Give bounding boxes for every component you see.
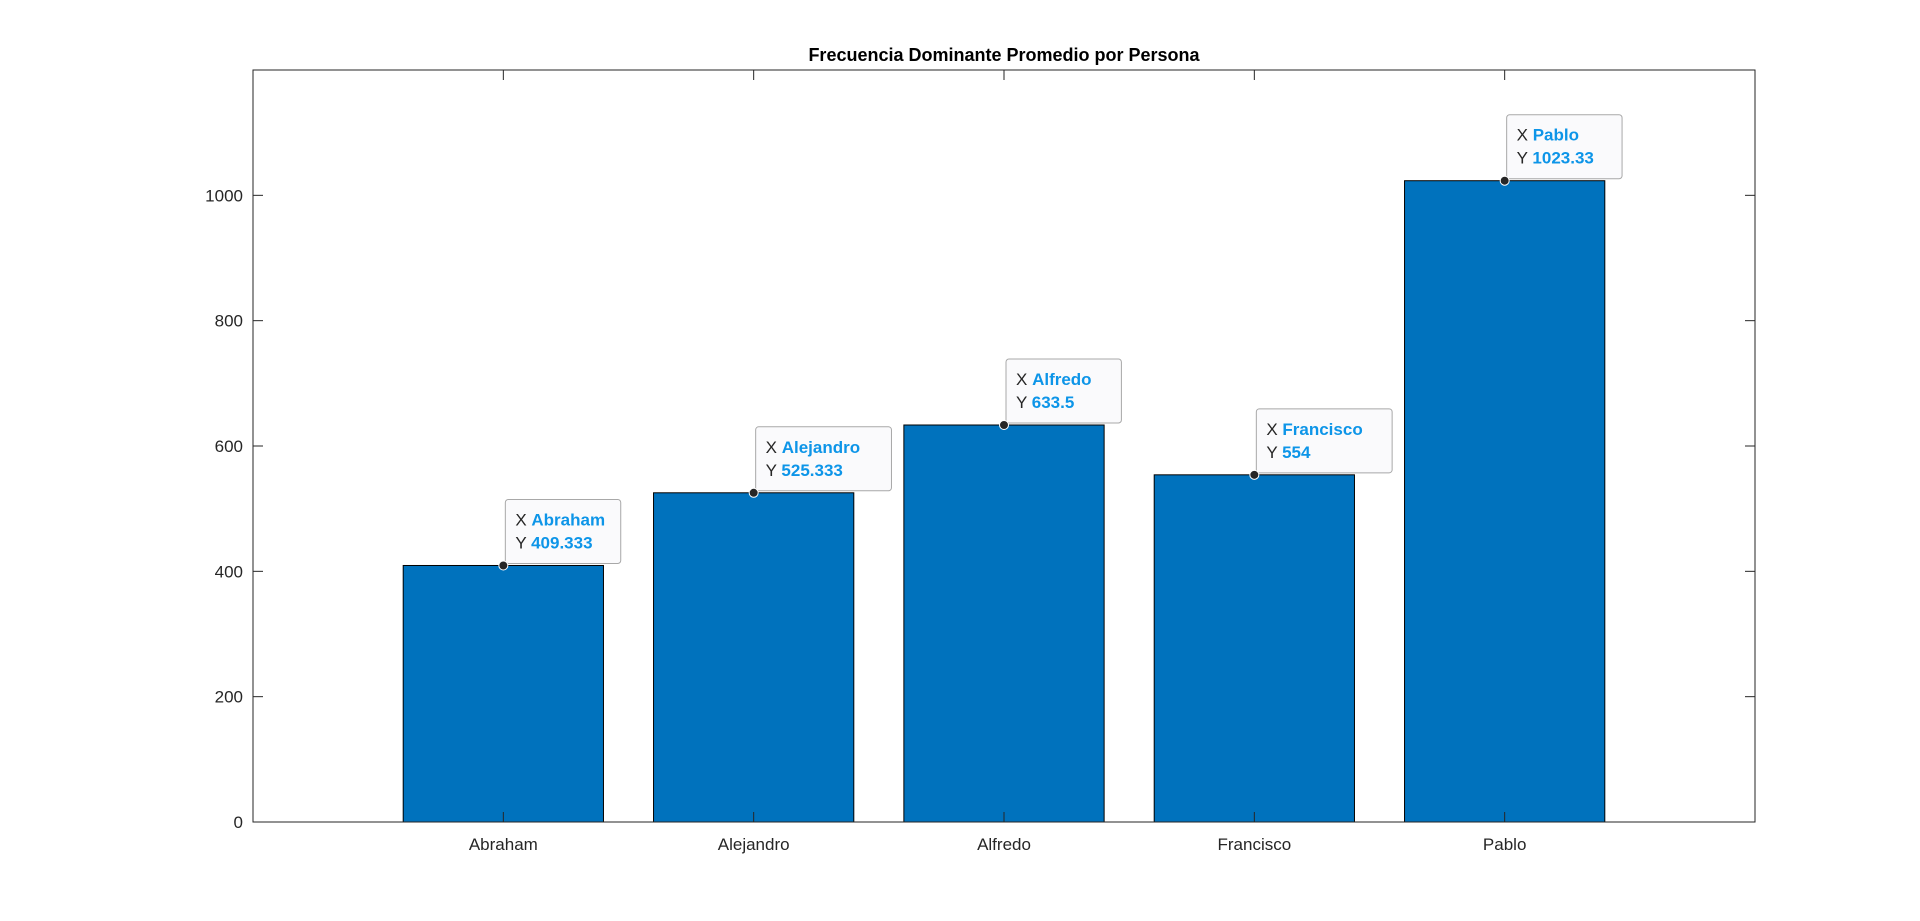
bar-alejandro[interactable]	[653, 492, 855, 823]
datatip-box	[1005, 358, 1122, 424]
x-tick-label-alejandro: Alejandro	[718, 835, 790, 854]
datatip-y-value: 525.333	[781, 461, 842, 480]
chart-title: Frecuencia Dominante Promedio por Person…	[808, 45, 1200, 65]
datatip-x-value: Francisco	[1282, 420, 1362, 439]
datatip-y-value: 554	[1282, 443, 1311, 462]
datatip-x-line: X Abraham	[515, 510, 605, 529]
datatip-x-value: Abraham	[531, 510, 605, 529]
datatip-x-value: Alejandro	[782, 438, 860, 457]
ticks-layer: 0 200 400 600 800 1000 Abraham Alejandro Alfredo…	[205, 70, 1755, 854]
datatip-x-prefix: X	[766, 438, 782, 457]
datatip-y-value: 633.5	[1032, 393, 1075, 412]
y-tick-label: 1000	[205, 186, 243, 205]
datatip-box	[504, 498, 622, 564]
datatip-box	[755, 426, 892, 492]
datatip-x-value: Pablo	[1533, 126, 1579, 145]
datatip-marker[interactable]	[498, 560, 509, 571]
datatip-x-prefix: X	[1266, 420, 1282, 439]
x-tick-label-abraham: Abraham	[469, 835, 538, 854]
datatip-x-line: X Pablo	[1517, 126, 1579, 145]
datatip-marker[interactable]	[748, 487, 759, 498]
bar-pablo[interactable]	[1404, 180, 1606, 823]
datatip-y-line: Y 1023.33	[1517, 149, 1594, 168]
datatip-y-prefix: Y	[766, 461, 782, 480]
y-tick-label: 800	[215, 312, 243, 331]
datatip-marker[interactable]	[1249, 469, 1260, 480]
datatip-y-line: Y 525.333	[766, 461, 843, 480]
datatip-y-line: Y 409.333	[515, 533, 592, 552]
datatip-x-line: X Alfredo	[1016, 370, 1092, 389]
datatip-box	[1506, 114, 1623, 180]
datatip-y-line: Y 554	[1266, 443, 1311, 462]
y-tick-label: 200	[215, 688, 243, 707]
datatip-y-prefix: Y	[1266, 443, 1282, 462]
y-tick-label: 0	[234, 813, 243, 832]
datatip-y-prefix: Y	[515, 533, 531, 552]
x-tick-label-francisco: Francisco	[1217, 835, 1291, 854]
datatip-y-value: 409.333	[531, 533, 592, 552]
datatip-marker[interactable]	[1499, 175, 1510, 186]
y-tick-label: 400	[215, 562, 243, 581]
x-tick-label-pablo: Pablo	[1483, 835, 1526, 854]
datatip-y-value: 1023.33	[1532, 149, 1593, 168]
x-tick-label-alfredo: Alfredo	[977, 835, 1031, 854]
datatip-marker[interactable]	[999, 420, 1009, 431]
datatip-y-prefix: Y	[1016, 393, 1032, 412]
datatip-x-line: X Alejandro	[766, 438, 860, 457]
datatip-x-line: X Francisco	[1266, 420, 1362, 439]
bar-abraham[interactable]	[402, 564, 604, 823]
y-tick-label: 600	[215, 437, 243, 456]
bar-alfredo[interactable]	[903, 424, 1105, 823]
datatip-y-line: Y 633.5	[1016, 393, 1074, 412]
datatip-x-value: Alfredo	[1032, 370, 1092, 389]
datatip-box	[1255, 408, 1393, 474]
datatip-y-prefix: Y	[1517, 149, 1533, 168]
datatip-x-prefix: X	[1016, 370, 1032, 389]
bar-francisco[interactable]	[1153, 474, 1355, 823]
datatip-x-prefix: X	[515, 510, 531, 529]
bars-layer	[402, 180, 1606, 823]
datatip-x-prefix: X	[1517, 126, 1533, 145]
